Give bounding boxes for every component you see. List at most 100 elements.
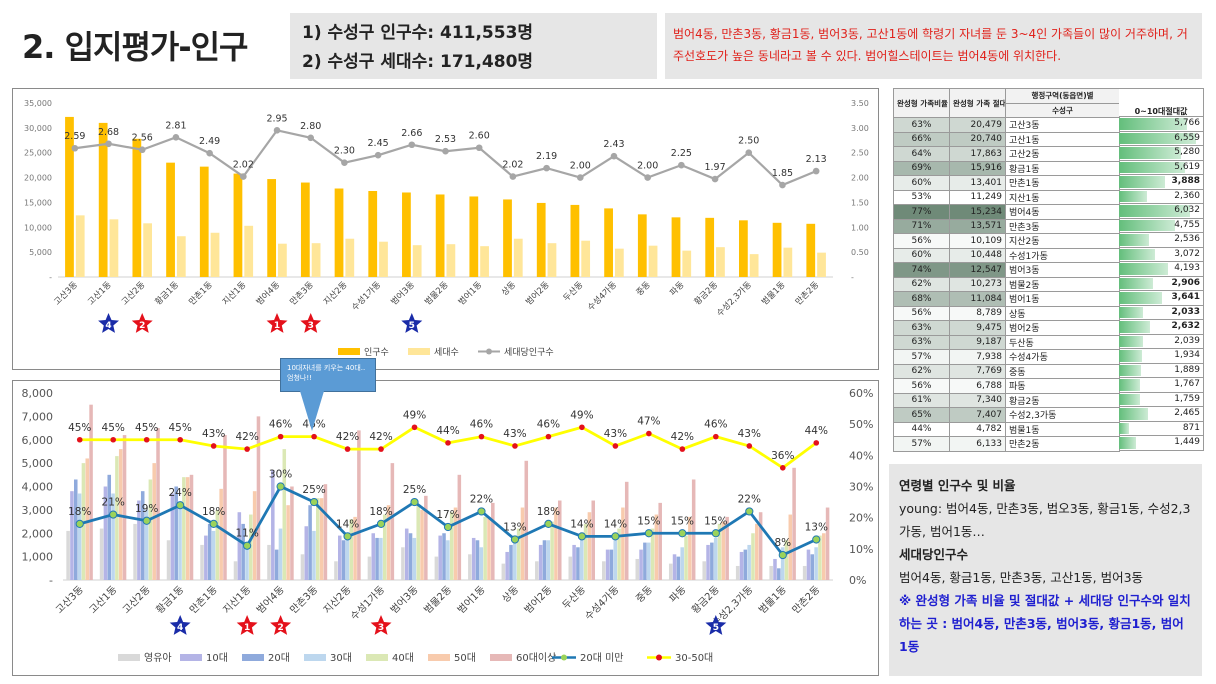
- point-per-household: [408, 141, 416, 149]
- bar-age-group: [442, 533, 446, 580]
- bar-households: [210, 232, 220, 277]
- bar-age-group: [453, 507, 458, 580]
- x-tick-label: 중동: [633, 584, 655, 606]
- x-tick-label: 만촌2동: [790, 584, 823, 617]
- data-label: 2.45: [368, 138, 389, 149]
- x-tick-label: 만촌1동: [187, 584, 220, 617]
- table-row: 63% 9,187 두산동: [893, 334, 1120, 350]
- cell-ratio: 63%: [893, 334, 950, 350]
- point-30-50: [177, 436, 183, 443]
- bar-value: 4,193: [1174, 263, 1200, 273]
- bar-households: [109, 219, 119, 277]
- bar-age-group: [814, 547, 818, 580]
- x-tick-label: 중동: [635, 280, 653, 298]
- point-per-household: [812, 167, 820, 175]
- cell-dong: 범어2동: [1005, 320, 1120, 336]
- bar-age-group: [300, 554, 305, 580]
- bar-age-group: [810, 554, 815, 580]
- x-tick-label: 수성4가동: [586, 280, 619, 313]
- rank-star-icon: [131, 313, 153, 333]
- x-tick-label: 만촌2동: [794, 280, 822, 308]
- bar-row: 1,449: [1119, 436, 1204, 451]
- data-label: 2.02: [233, 160, 254, 171]
- data-label: 18%: [202, 506, 225, 518]
- bar-age-group: [233, 561, 238, 580]
- bar-age-group: [256, 416, 261, 580]
- data-label: 2.43: [603, 139, 624, 150]
- bar-age-group: [475, 540, 480, 580]
- cell-ratio: 74%: [893, 262, 950, 278]
- cell-dong: 만촌3동: [1005, 218, 1120, 234]
- age-distribution-chart-svg: - 1,000 2,000 3,000 4,000 5,000 6,000 7,000 8,00…: [22, 387, 874, 664]
- legend-swatch: [304, 654, 326, 661]
- bar-age-group: [654, 514, 659, 580]
- bar-age-group: [580, 537, 584, 580]
- point-30-50: [646, 430, 652, 437]
- rank-star-icon: [266, 313, 288, 333]
- bar-age-group: [341, 540, 346, 580]
- x-tick-label: 범어4동: [254, 584, 287, 617]
- bar-households: [176, 236, 186, 277]
- cell-ratio: 57%: [893, 436, 950, 452]
- point-per-household: [779, 181, 786, 189]
- data-label: 1.85: [772, 168, 793, 179]
- data-label: 19%: [135, 503, 158, 515]
- cell-ratio: 61%: [893, 392, 950, 408]
- bar-age-group: [386, 505, 391, 580]
- point-under-20: [745, 507, 754, 516]
- rank-star-icon: [370, 615, 392, 635]
- bar-households: [311, 243, 321, 277]
- bar-age-group: [747, 544, 751, 580]
- cell-dong: 지산2동: [1005, 233, 1120, 249]
- bar-population: [65, 116, 74, 277]
- x-tick-label: 두산동: [561, 279, 585, 303]
- bar-row: 2,906: [1119, 276, 1204, 291]
- bar-population: [98, 122, 108, 277]
- bar-row: 5,619: [1119, 160, 1204, 175]
- bar-value: 2,632: [1171, 321, 1200, 331]
- point-per-household: [71, 144, 79, 152]
- legend-label: 30-50대: [675, 652, 713, 664]
- header-bar: 0~10대절대값: [1119, 88, 1204, 117]
- point-under-20: [577, 532, 587, 541]
- bar-age-group: [542, 540, 547, 580]
- cell-absolute: 9,475: [949, 320, 1006, 336]
- table-row: 56% 6,788 파동: [893, 378, 1120, 394]
- bar-age-group: [290, 486, 294, 580]
- bar-households: [446, 244, 456, 277]
- cell-ratio: 62%: [893, 363, 950, 379]
- rank-star-icon: [270, 615, 292, 635]
- bar-age-group: [501, 563, 506, 580]
- family-ratio-table-wrap: 완성형 가족비율 완성형 가족 절대값 행정구역(동읍면)별 수성구 63%20…: [893, 88, 1204, 452]
- data-label: 43%: [202, 428, 225, 440]
- point-per-household: [644, 174, 651, 181]
- bar-age-group: [357, 430, 361, 580]
- y-tick-label: 15,000: [24, 198, 52, 207]
- cell-ratio: 56%: [893, 378, 950, 394]
- bar-age-group: [408, 533, 413, 580]
- data-label: 17%: [436, 509, 459, 521]
- bar-age-group: [710, 542, 714, 580]
- point-under-20: [75, 519, 84, 528]
- rank-star-label: 4: [177, 623, 183, 633]
- bar-population: [469, 196, 479, 277]
- bar-age-group: [241, 523, 245, 580]
- x-tick-label: 만촌1동: [187, 280, 215, 308]
- bar-value: 2,465: [1174, 408, 1200, 418]
- point-30-50: [210, 443, 217, 449]
- legend-label: 40대: [392, 652, 414, 664]
- point-30-50: [779, 465, 786, 471]
- rank-star-label: 2: [277, 623, 283, 633]
- bar-households: [783, 247, 793, 277]
- cell-dong: 고산2동: [1005, 146, 1120, 162]
- bar-households: [143, 223, 152, 277]
- bar-age-group: [755, 523, 759, 580]
- bar-age-group: [672, 554, 677, 580]
- total-population-stat: 1) 수성구 인구수: 411,553명: [302, 23, 534, 43]
- data-label: 25%: [302, 484, 325, 496]
- bar-age-group: [676, 556, 681, 580]
- bar-age-group: [721, 521, 726, 580]
- bar-age-group: [215, 509, 220, 580]
- bar-age-group: [691, 479, 696, 580]
- bar-age-group: [643, 542, 647, 580]
